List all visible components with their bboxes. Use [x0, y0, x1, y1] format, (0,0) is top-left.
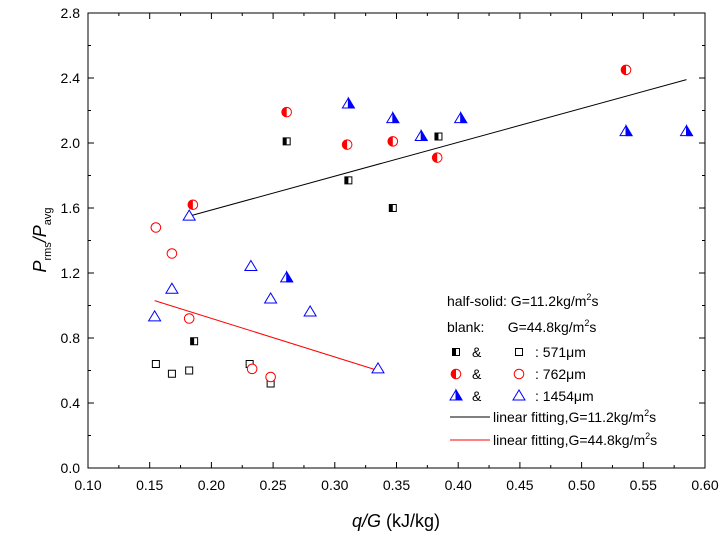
legend-fit-black-label: linear fitting,G=11.2kg/m2s	[493, 408, 656, 425]
square-point-half	[190, 337, 199, 346]
circle-point-half	[387, 136, 399, 147]
square-point-half	[434, 132, 443, 141]
legend-square-open	[515, 348, 523, 356]
plot-area	[87, 12, 706, 469]
legend-fit-red-text: linear fitting,G=44.8kg/m	[493, 432, 645, 448]
fit-line	[189, 79, 687, 217]
legend-fit-red-sup: 2	[645, 431, 650, 441]
triangle-point-open	[303, 305, 318, 317]
square-point-half	[344, 176, 353, 185]
legend-blank-label: blank: G=44.8kg/m2s	[447, 318, 596, 335]
x-tick-label: 0.30	[321, 477, 348, 493]
legend-triangle-half	[449, 388, 463, 401]
triangle-point-open	[147, 309, 162, 322]
legend-blank-text: blank: G=44.8kg/m	[447, 319, 584, 335]
legend-fit-black-sup: 2	[644, 408, 649, 418]
legend-marker-entries: & : 571μm & : 762μm & : 1454μm	[449, 344, 594, 404]
circle-point-half	[281, 106, 292, 118]
legend-ampersand: &	[472, 388, 482, 404]
y-tick-label: 0.0	[61, 460, 81, 476]
triangle-point-half	[279, 270, 294, 283]
triangle-point-open	[263, 292, 278, 304]
legend-triangle-open	[512, 389, 526, 401]
legend-circle-open	[513, 368, 525, 380]
y-tick-label: 0.4	[61, 395, 81, 411]
triangle-point-half	[385, 110, 400, 124]
y-tick-label: 1.6	[61, 200, 81, 216]
x-tick-label: 0.15	[136, 477, 163, 493]
y-tick-label: 0.8	[61, 330, 81, 346]
y-title-sub2: avg	[42, 207, 54, 225]
y-axis: 0.0 0.4 0.8 1.2 1.6 2.0 2.4 2.8	[61, 5, 705, 476]
x-tick-label: 0.45	[506, 477, 533, 493]
square-point-open	[167, 369, 176, 378]
legend-fit-red-tail: s	[650, 432, 657, 448]
legend-halfsolid-sup: 2	[586, 292, 591, 302]
triangle-point-open	[165, 282, 179, 294]
x-tick-label: 0.50	[568, 477, 595, 493]
x-title-unit: (kJ/kg)	[381, 511, 440, 531]
legend-ampersand: &	[472, 366, 482, 382]
y-title-sub1: rms	[42, 242, 54, 261]
triangle-point-open	[244, 259, 258, 271]
x-tick-label: 0.40	[445, 477, 472, 493]
square-point-half	[282, 137, 291, 146]
x-axis-title: q/G (kJ/kg)	[352, 511, 440, 531]
legend-fit-black-tail: s	[649, 409, 656, 425]
fit-lines	[154, 79, 687, 371]
y-tick-label: 2.4	[61, 70, 81, 86]
legend: half-solid: G=11.2kg/m2s blank: G=44.8kg…	[447, 292, 657, 448]
circle-point-half	[187, 199, 199, 211]
triangle-point-half	[453, 110, 468, 124]
circle-point-open	[150, 222, 162, 233]
triangle-point-half	[679, 123, 694, 137]
square-point-half	[388, 204, 397, 212]
circle-point-half	[431, 152, 443, 163]
legend-halfsolid-tail: s	[591, 293, 598, 309]
triangle-point-open	[182, 209, 197, 221]
y-tick-label: 2.0	[61, 135, 81, 151]
legend-circle-half	[450, 368, 462, 380]
x-tick-label: 0.25	[259, 477, 286, 493]
data-points	[147, 64, 694, 388]
x-title-main: q/G	[352, 511, 381, 531]
legend-square-half	[452, 348, 460, 356]
legend-blank-sup: 2	[584, 318, 589, 328]
x-tick-label: 0.60	[691, 477, 718, 493]
triangle-point-half	[341, 96, 356, 109]
y-title-slash: /P	[30, 225, 50, 244]
legend-size-label: : 571μm	[535, 344, 586, 360]
x-tick-label: 0.35	[383, 477, 410, 493]
y-tick-label: 1.2	[61, 265, 81, 281]
x-tick-label: 0.10	[74, 477, 101, 493]
triangle-point-half	[619, 123, 633, 137]
square-point-open	[151, 360, 160, 368]
x-tick-label: 0.55	[630, 477, 657, 493]
x-axis: 0.10 0.15 0.20 0.25 0.30 0.35 0.40 0.45 0.50 0.55…	[74, 13, 719, 493]
y-axis-title: Prms/Pavg	[30, 207, 54, 272]
legend-fit-black-text: linear fitting,G=11.2kg/m	[493, 409, 644, 425]
legend-blank-tail: s	[589, 319, 596, 335]
circle-point-half	[620, 64, 632, 76]
legend-ampersand: &	[472, 344, 482, 360]
y-tick-label: 2.8	[61, 5, 81, 21]
legend-size-label: : 762μm	[535, 366, 586, 382]
square-point-open	[185, 366, 194, 375]
legend-halfsolid-label: half-solid: G=11.2kg/m2s	[447, 292, 598, 309]
x-tick-label: 0.20	[198, 477, 225, 493]
circle-point-open	[183, 313, 195, 324]
legend-fit-red-label: linear fitting,G=44.8kg/m2s	[493, 431, 657, 448]
circle-point-open	[166, 248, 178, 259]
triangle-point-open	[371, 361, 385, 374]
fit-line	[154, 300, 379, 371]
y-title-p1: P	[30, 261, 50, 273]
circle-point-open	[246, 363, 258, 375]
circle-point-half	[341, 139, 353, 150]
legend-size-label: : 1454μm	[535, 388, 594, 404]
triangle-point-half	[414, 128, 429, 141]
legend-halfsolid-text: half-solid: G=11.2kg/m	[447, 293, 586, 309]
circle-point-open	[265, 371, 276, 383]
